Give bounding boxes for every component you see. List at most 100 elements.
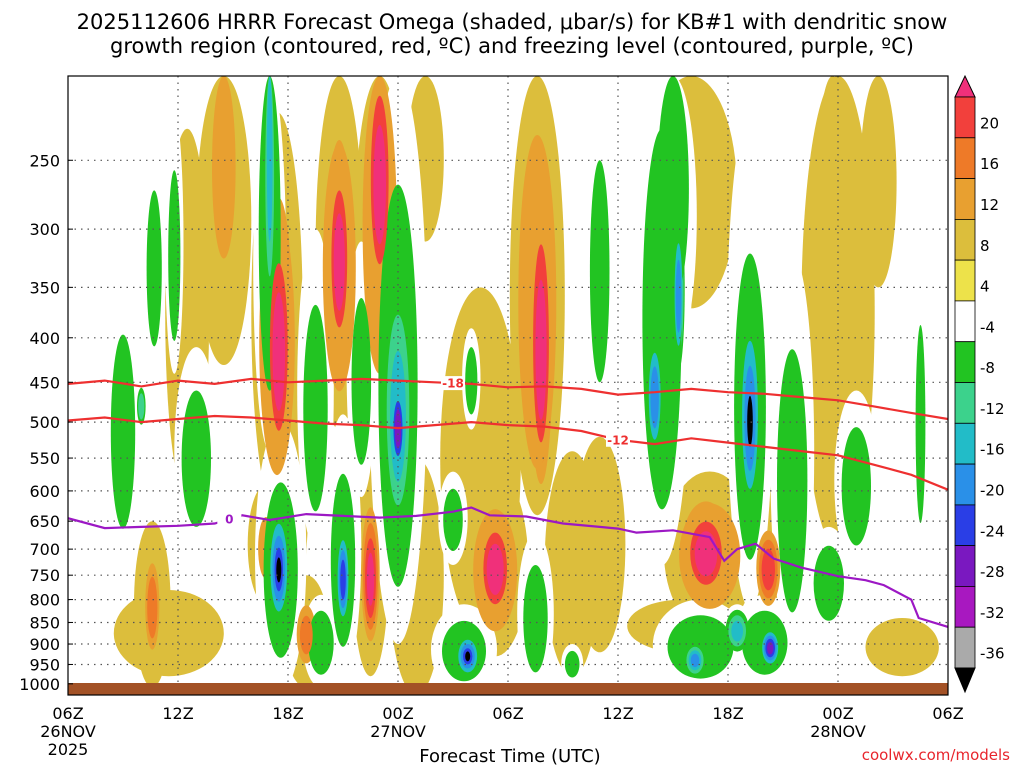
y-tick-label: 450 <box>29 373 60 392</box>
colorbar-label: 16 <box>980 155 999 173</box>
omega-blob <box>564 650 580 678</box>
omega-blob <box>366 552 375 606</box>
omega-blob <box>747 395 753 447</box>
omega-blob <box>303 304 328 512</box>
contour-line <box>68 414 948 491</box>
colorbar-segment <box>954 586 976 628</box>
omega-blob <box>544 451 600 677</box>
x-tick-label: 06Z <box>52 704 83 723</box>
colorbar-label: -12 <box>980 400 1005 418</box>
omega-blob <box>138 393 145 420</box>
contour-label: 0 <box>225 513 233 527</box>
y-tick-label: 650 <box>29 512 60 531</box>
plot-area: -18 -12 0 <box>68 76 948 695</box>
y-axis: 250 300 350 400 450 500 550 600 650 700 750 800 850 9… <box>19 151 73 694</box>
omega-blob <box>276 557 282 583</box>
omega-blob <box>915 325 926 523</box>
omega-blob <box>146 190 162 347</box>
colorbar-segment <box>954 504 976 547</box>
omega-blob <box>486 543 504 595</box>
colorbar-label: -28 <box>980 563 1005 581</box>
contour-line <box>68 377 948 421</box>
colorbar: 20 16 12 8 4 -4 -8 -12 -16 -20 -24 -28 -32 -36 <box>954 74 1005 694</box>
omega-blob <box>777 349 808 613</box>
x-tick-year: 2025 <box>48 740 89 759</box>
y-tick-label: 750 <box>29 566 60 585</box>
omega-blob <box>443 488 463 551</box>
credit-text: coolwx.com/models <box>862 746 1010 764</box>
colorbar-segment <box>954 137 976 180</box>
colorbar-label: 20 <box>980 114 999 132</box>
chart-title-line2: growth region (contoured, red, ºC) and f… <box>110 34 914 58</box>
omega-blob <box>266 76 273 242</box>
omega-blob <box>767 642 774 655</box>
colorbar-label: 8 <box>980 237 990 255</box>
x-tick-label: 12Z <box>162 704 193 723</box>
omega-blob <box>523 565 548 673</box>
y-tick-label: 600 <box>29 482 60 501</box>
contour-label: -12 <box>607 433 629 447</box>
omega-blob <box>865 618 939 677</box>
x-tick-label: 18Z <box>272 704 303 723</box>
x-tick-label: 06Z <box>492 704 523 723</box>
colorbar-label: -32 <box>980 604 1005 622</box>
omega-blob <box>690 653 700 668</box>
omega-blob <box>675 259 682 333</box>
y-tick-label: 800 <box>29 591 60 610</box>
y-tick-label: 400 <box>29 329 60 348</box>
omega-blob <box>813 545 844 621</box>
colorbar-segment <box>954 341 976 383</box>
y-tick-label: 850 <box>29 614 60 633</box>
x-tick-label: 00Z <box>822 704 853 723</box>
omega-blob <box>589 160 610 383</box>
colorbar-segment <box>954 300 976 343</box>
contour-label: -18 <box>442 377 464 391</box>
colorbar-label: 12 <box>980 196 999 214</box>
y-tick-label: 550 <box>29 449 60 468</box>
omega-blob <box>308 610 334 675</box>
omega-blob <box>272 292 286 411</box>
omega-blob <box>535 279 547 420</box>
omega-blob <box>181 390 211 527</box>
omega-blob <box>333 213 345 311</box>
x-tick-label: 12Z <box>602 704 633 723</box>
omega-blob <box>212 76 236 259</box>
colorbar-segment <box>954 382 976 424</box>
y-tick-label: 950 <box>29 656 60 675</box>
colorbar-segment <box>954 422 976 465</box>
plot-frame <box>67 75 949 696</box>
y-tick-label: 900 <box>29 635 60 654</box>
omega-blob <box>650 366 659 429</box>
omega-blob <box>113 590 224 677</box>
chart-title-line1: 2025112606 HRRR Forecast Omega (shaded, … <box>77 10 948 34</box>
x-axis-title: Forecast Time (UTC) <box>419 746 600 767</box>
omega-blob <box>761 548 775 591</box>
y-tick-label: 250 <box>29 151 60 170</box>
omega-blob <box>694 531 718 577</box>
colorbar-label: -24 <box>980 522 1005 540</box>
omega-blob <box>351 298 372 465</box>
ground-surface <box>68 683 948 695</box>
omega-blob <box>340 559 346 600</box>
colorbar-segment <box>954 96 976 139</box>
x-tick-date: 27NOV <box>370 722 426 741</box>
omega-blob <box>667 615 734 679</box>
colorbar-label: -16 <box>980 441 1005 459</box>
x-tick-label: 18Z <box>712 704 743 723</box>
omega-blob <box>373 124 387 245</box>
temperature-contours: -18 -12 0 <box>68 376 948 628</box>
colorbar-segment <box>954 259 976 302</box>
colorbar-bottom-arrow <box>954 667 976 694</box>
omega-blob <box>841 427 871 546</box>
contour-label-bg <box>217 512 242 527</box>
omega-blob <box>731 620 744 642</box>
y-tick-label: 700 <box>29 540 60 559</box>
y-tick-label: 1000 <box>19 675 60 694</box>
x-tick-label: 06Z <box>932 704 963 723</box>
contour-label-bg <box>441 376 465 391</box>
colorbar-segment <box>954 218 976 261</box>
colorbar-segment <box>954 545 976 587</box>
colorbar-label: -36 <box>980 645 1005 663</box>
